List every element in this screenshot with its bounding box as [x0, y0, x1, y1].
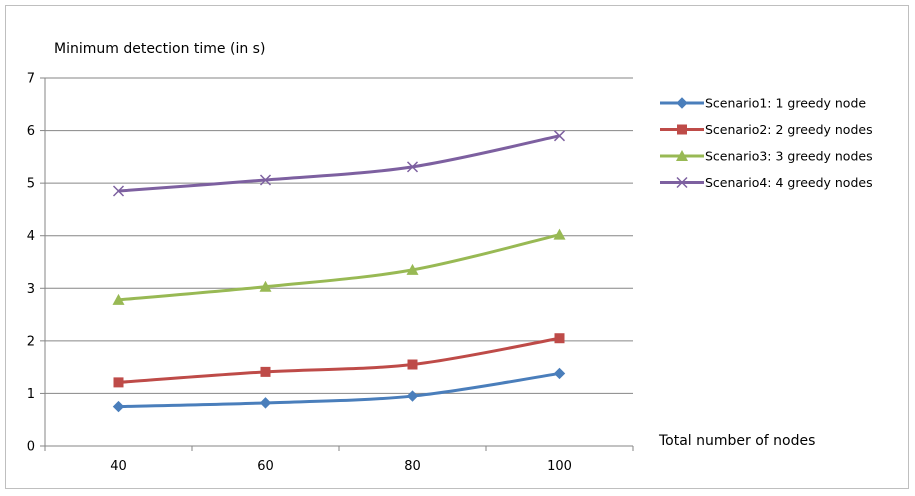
y-tick-label: 2 [27, 334, 35, 349]
legend-entry: Scenario4: 4 greedy nodes [660, 175, 873, 190]
series-line [118, 134, 560, 193]
x-tick-label: 100 [547, 459, 572, 474]
data-point [406, 263, 419, 275]
data-point [553, 228, 566, 240]
data-point [553, 367, 566, 380]
legend-entry: Scenario2: 2 greedy nodes [660, 122, 873, 137]
x-tick-label: 60 [257, 459, 274, 474]
chart-title: Minimum detection time (in s) [54, 41, 265, 57]
data-point [260, 366, 271, 377]
legend-label: Scenario1: 1 greedy node [705, 96, 866, 111]
series-2 [113, 333, 565, 388]
series-1 [112, 367, 566, 413]
data-point [406, 390, 419, 402]
data-point [113, 377, 124, 388]
legend-marker [676, 97, 688, 109]
x-tick-label: 80 [404, 459, 421, 474]
data-point [112, 293, 125, 305]
series-3 [112, 228, 566, 305]
series-line [118, 233, 560, 302]
data-point [406, 161, 419, 173]
gridlines [45, 77, 633, 394]
data-point [407, 359, 418, 370]
series-4 [112, 130, 566, 197]
legend-label: Scenario2: 2 greedy nodes [705, 122, 873, 137]
data-point [112, 185, 125, 197]
data-point [112, 400, 125, 413]
legend-entry: Scenario1: 1 greedy node [660, 96, 866, 111]
legend-label: Scenario3: 3 greedy nodes [705, 149, 873, 164]
x-tick-label: 40 [110, 459, 127, 474]
data-point [259, 174, 272, 186]
legend-marker [676, 176, 688, 189]
legend-label: Scenario4: 4 greedy nodes [705, 175, 873, 190]
chart-frame [5, 5, 909, 489]
y-tick-label: 5 [27, 177, 35, 192]
series-line [118, 371, 560, 409]
legend: Scenario1: 1 greedy node Scenario2: 2 gre… [660, 96, 873, 190]
y-axis-ticks: 0 1 2 3 4 5 6 7 [27, 72, 45, 455]
legend-entry: Scenario3: 3 greedy nodes [660, 149, 873, 164]
data-point [259, 397, 272, 409]
series-layer [112, 130, 566, 413]
data-point [554, 333, 565, 344]
axes [44, 78, 633, 447]
y-tick-label: 0 [27, 440, 35, 455]
x-axis-ticks: 40 60 80 100 [44, 446, 634, 474]
y-tick-label: 7 [27, 72, 35, 87]
x-axis-label: Total number of nodes [658, 433, 815, 449]
y-tick-label: 6 [27, 124, 35, 139]
series-line [118, 336, 560, 384]
data-point [553, 130, 566, 142]
data-point [259, 280, 272, 292]
legend-marker [676, 150, 688, 161]
y-tick-label: 3 [27, 282, 35, 297]
legend-marker [677, 124, 687, 135]
y-tick-label: 1 [27, 387, 35, 402]
y-tick-label: 4 [27, 229, 35, 244]
